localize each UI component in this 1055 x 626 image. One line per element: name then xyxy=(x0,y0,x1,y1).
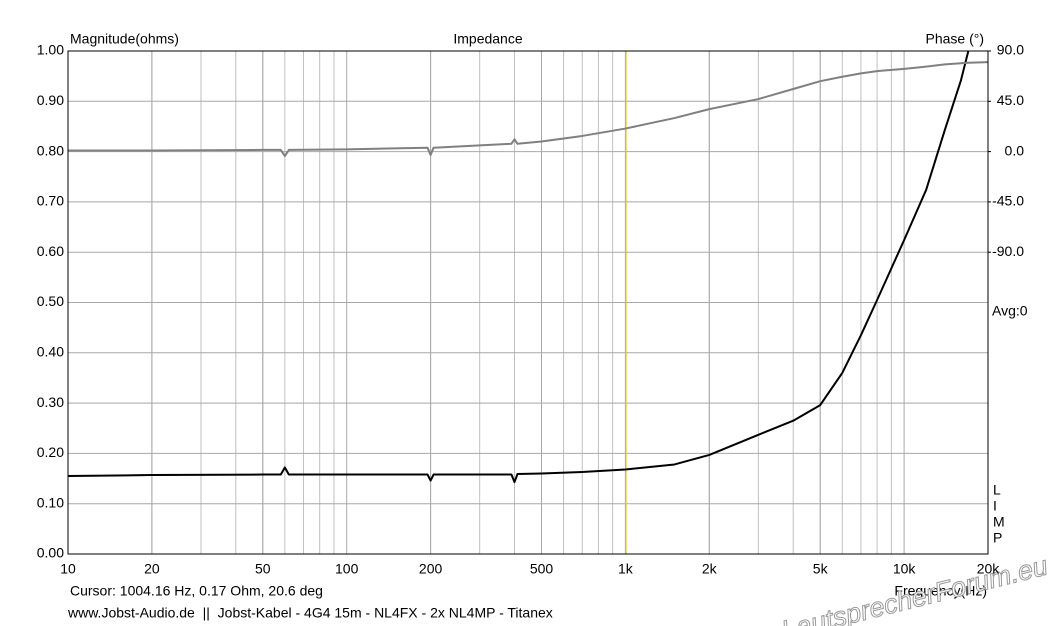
y-tick-label: 0.10 xyxy=(37,494,64,510)
x-tick-label: 5k xyxy=(813,561,829,577)
limp-letter: I xyxy=(993,498,997,514)
series-line xyxy=(68,51,970,484)
y-tick-label: 0.80 xyxy=(37,142,64,158)
x-tick-label: 1k xyxy=(618,561,634,577)
x-tick-label: 200 xyxy=(419,561,443,577)
avg-label: Avg:0 xyxy=(992,303,1028,319)
y2-tick-label: 90.0 xyxy=(997,42,1024,58)
source-note: www.Jobst-Audio.de || Jobst-Kabel - 4G4 … xyxy=(67,605,553,621)
y-tick-label: 0.00 xyxy=(37,545,64,561)
plot-frame xyxy=(67,50,989,555)
y2-axis-label: Phase (°) xyxy=(925,31,984,47)
limp-letter: P xyxy=(993,530,1002,546)
y-tick-label: 1.00 xyxy=(37,42,64,58)
x-tick-label: 500 xyxy=(530,561,554,577)
y-tick-label: 0.60 xyxy=(37,243,64,259)
y-tick-label: 0.40 xyxy=(37,344,64,360)
y-axis-label: Magnitude(ohms) xyxy=(70,31,179,47)
x-tick-label: 10 xyxy=(60,561,76,577)
plot-area xyxy=(68,51,988,554)
x-tick-label: 10k xyxy=(893,561,917,577)
x-axis-label: Frequency(Hz) xyxy=(894,583,987,599)
y2-tick-label: 45.0 xyxy=(997,92,1024,108)
limp-letter: M xyxy=(993,514,1005,530)
limp-letter: L xyxy=(993,482,1001,498)
x-tick-label: 2k xyxy=(702,561,718,577)
y2-tick-label: -45.0 xyxy=(992,193,1024,209)
x-tick-label: 20k xyxy=(977,561,1001,577)
y2-tick-label: 0.0 xyxy=(1005,142,1025,158)
y-tick-label: 0.30 xyxy=(37,394,64,410)
y-tick-label: 0.20 xyxy=(37,444,64,460)
cursor-readout: Cursor: 1004.16 Hz, 0.17 Ohm, 20.6 deg xyxy=(70,583,323,599)
grid xyxy=(67,50,989,555)
y-tick-label: 0.90 xyxy=(37,92,64,108)
series-line xyxy=(68,61,988,158)
y-tick-label: 0.70 xyxy=(37,193,64,209)
x-tick-label: 100 xyxy=(335,561,359,577)
chart-title: Impedance xyxy=(453,31,522,47)
y-tick-label: 0.50 xyxy=(37,293,64,309)
x-tick-label: 50 xyxy=(255,561,271,577)
y2-tick-label: -90.0 xyxy=(992,243,1024,259)
x-tick-label: 20 xyxy=(144,561,160,577)
